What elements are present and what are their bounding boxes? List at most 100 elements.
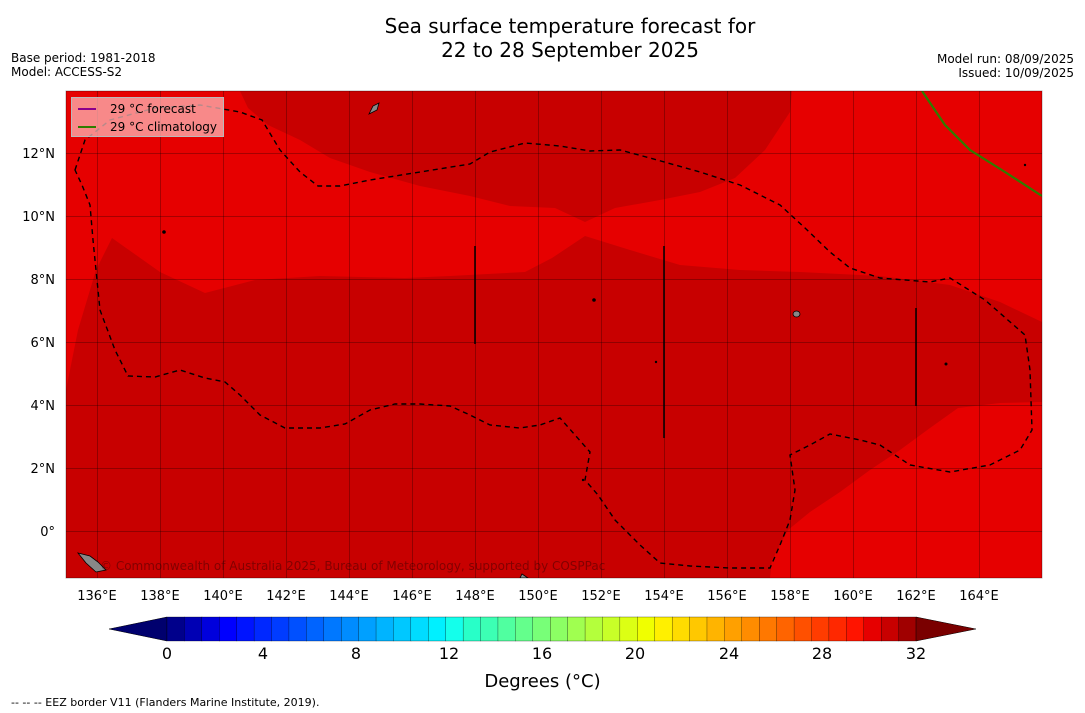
colorbar-bin [253, 616, 272, 642]
atoll-3 [944, 362, 948, 366]
issued-date: Issued: 10/09/2025 [958, 66, 1074, 80]
map-title: Sea surface temperature forecast for 22 … [0, 14, 1085, 62]
colorbar-bin [219, 616, 238, 642]
model-run: Model run: 08/09/2025 [936, 52, 1074, 66]
colorbar-tick: 32 [905, 644, 927, 663]
colorbar-bin [184, 616, 203, 642]
sst-band-29-30-main [66, 236, 1042, 578]
colorbar-bin [515, 616, 534, 642]
lon-label: 156°E [707, 589, 747, 604]
legend-forecast: 29 °C forecast [78, 102, 196, 116]
colorbar-tick: 28 [811, 644, 833, 663]
colorbar-bin [811, 616, 830, 642]
lon-label: 160°E [833, 589, 873, 604]
forecast-label: 29 °C forecast [110, 102, 196, 116]
lon-label: 162°E [896, 589, 936, 604]
atoll-6 [581, 478, 585, 482]
colorbar-bin [323, 616, 342, 642]
colorbar-tick: 8 [350, 644, 362, 663]
atolls [162, 163, 1027, 482]
colorbar-tick: 12 [438, 644, 460, 663]
colorbar-bin [828, 616, 847, 642]
lon-label: 146°E [392, 589, 432, 604]
data-artefact-lines [474, 246, 917, 438]
lat-label: 6°N [31, 336, 56, 351]
lat-label: 12°N [22, 147, 55, 162]
colorbar-bin [201, 616, 220, 642]
colorbar-bin [671, 616, 691, 642]
colorbar-bin [776, 616, 795, 642]
colorbar-bin [654, 616, 673, 642]
colorbar-bin [689, 616, 708, 642]
eez-border [74, 104, 1033, 569]
colorbar-bin [584, 616, 603, 642]
colorbar-bin [532, 616, 551, 642]
colorbar-tick: 0 [161, 644, 173, 663]
colorbar-bin [846, 616, 865, 642]
title-line-2: 22 to 28 September 2025 [441, 38, 699, 62]
colorbar-bin [863, 616, 882, 642]
eez-footnote: -- -- -- EEZ border V11 (Flanders Marine… [11, 696, 320, 709]
colorbar-bin [497, 616, 516, 642]
longitude-labels: 136°E 138°E 140°E 142°E 144°E 146°E 148°… [77, 589, 999, 604]
lat-label: 0° [40, 525, 55, 540]
colorbar-bin [637, 616, 656, 642]
lon-label: 164°E [959, 589, 999, 604]
colorbar-bin [341, 616, 360, 642]
colorbar-bin [462, 616, 481, 642]
legend-climatology: 29 °C climatology [78, 120, 217, 134]
islands [76, 102, 801, 578]
climatology-line-swatch [78, 126, 96, 128]
colorbar-bin [166, 616, 185, 642]
lon-label: 152°E [581, 589, 621, 604]
colorbar-bin [706, 616, 725, 642]
colorbar [108, 616, 977, 642]
colorbar-bin [550, 616, 569, 642]
colorbar-bin [358, 616, 377, 642]
colorbar-bin [724, 616, 743, 642]
island-png-coast [76, 552, 107, 573]
model-info: Base period: 1981-2018 Model: ACCESS-S2 [11, 51, 156, 79]
colorbar-bin [741, 616, 760, 642]
colorbar-bin [236, 616, 255, 642]
lon-label: 142°E [266, 589, 306, 604]
forecast-line-swatch [78, 108, 96, 110]
island-pohnpei [792, 310, 801, 318]
lon-label: 140°E [203, 589, 243, 604]
colorbar-bin [375, 616, 394, 642]
colorbar-bin [793, 616, 812, 642]
lon-label: 138°E [140, 589, 180, 604]
lat-label: 10°N [22, 210, 55, 225]
colorbar-bin [393, 616, 412, 642]
sst-band-29-30-west [66, 390, 120, 578]
run-info: Model run: 08/09/2025 Issued: 10/09/2025 [937, 52, 1074, 80]
atoll-1 [162, 230, 166, 234]
colorbar-bin [271, 616, 290, 642]
colorbar-tick: 16 [531, 644, 553, 663]
map-frame [65, 90, 1043, 579]
lat-label: 2°N [31, 462, 56, 477]
model-name: Model: ACCESS-S2 [11, 65, 123, 79]
colorbar-bin [602, 616, 621, 642]
lon-label: 154°E [644, 589, 684, 604]
lon-label: 136°E [77, 589, 117, 604]
isoline-legend: 29 °C forecast 29 °C climatology [71, 97, 224, 137]
lat-label: 4°N [31, 399, 56, 414]
colorbar-bin [619, 616, 638, 642]
colorbar-tick: 20 [624, 644, 646, 663]
atoll-2 [592, 298, 596, 302]
colorbar-bin [410, 616, 429, 642]
title-line-1: Sea surface temperature forecast for [384, 14, 756, 38]
colorbar-bin [759, 616, 778, 642]
lat-label: 8°N [31, 273, 56, 288]
colorbar-bin [567, 616, 586, 642]
latitude-labels: 12°N 10°N 8°N 6°N 4°N 2°N 0° [22, 147, 55, 540]
colorbar-tick: 24 [718, 644, 740, 663]
colorbar-bin [288, 616, 307, 642]
lon-label: 148°E [455, 589, 495, 604]
colorbar-under-arrow [108, 616, 168, 642]
colorbar-over-arrow [915, 616, 977, 642]
colorbar-bin [445, 616, 464, 642]
climatology-label: 29 °C climatology [110, 120, 218, 134]
lon-label: 158°E [770, 589, 810, 604]
